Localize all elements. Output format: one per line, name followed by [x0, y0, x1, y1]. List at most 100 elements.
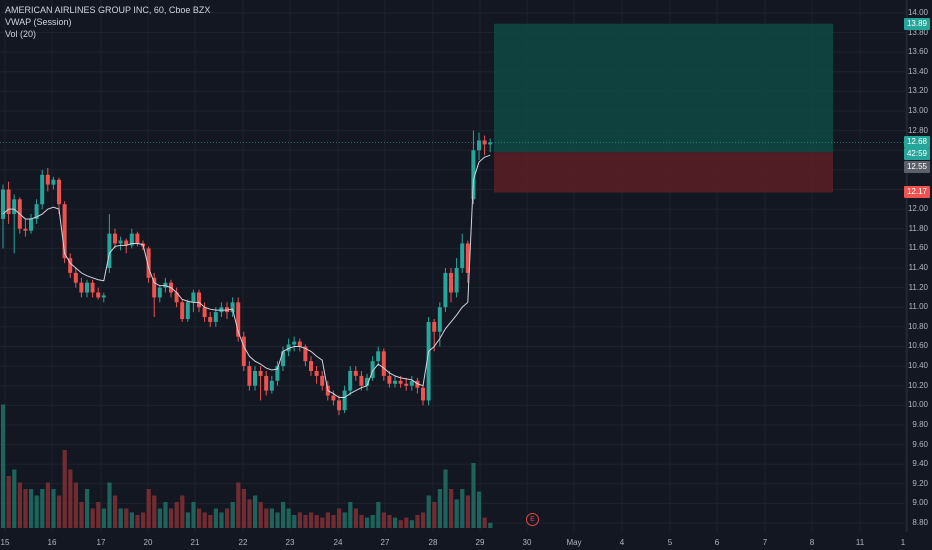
time-tick-label: 27	[380, 538, 390, 547]
candle-body	[57, 179, 61, 205]
candle-body	[185, 302, 190, 319]
target-price-label: 13.89	[904, 17, 930, 30]
volume-bar	[225, 508, 230, 528]
earnings-marker[interactable]: E	[526, 513, 539, 526]
candle-body	[23, 228, 28, 231]
volume-bar	[152, 495, 157, 528]
candle-body	[342, 390, 347, 411]
volume-indicator-label[interactable]: Vol (20)	[5, 29, 37, 39]
volume-bar	[365, 517, 370, 528]
candle-body	[365, 377, 369, 386]
chart-legend: AMERICAN AIRLINES GROUP INC, 60, Cboe BZ…	[5, 4, 210, 40]
volume-bar	[230, 502, 235, 528]
volume-bar	[264, 508, 269, 528]
candle-body	[269, 380, 274, 391]
candle-body	[437, 307, 442, 332]
volume-bar	[309, 512, 314, 528]
candle-body	[73, 272, 78, 283]
candle-body	[393, 380, 397, 384]
price-tick-label: 9.20	[912, 478, 928, 488]
volume-bar	[376, 502, 381, 528]
volume-bar	[477, 491, 482, 528]
price-tick-label: 9.60	[912, 439, 928, 449]
volume-bar	[57, 495, 62, 528]
candle-body	[292, 341, 297, 345]
volume-bar	[286, 508, 291, 528]
candle-body	[90, 282, 95, 293]
volume-bar	[113, 495, 118, 528]
volume-bar	[85, 489, 90, 528]
vwap-line	[2, 154, 491, 398]
candle-body	[303, 346, 308, 362]
time-tick-label: 7	[762, 538, 768, 547]
candle-body	[258, 370, 263, 376]
candle-body	[129, 233, 134, 246]
candle-body	[202, 307, 207, 318]
volume-bar	[208, 515, 213, 528]
volume-bar	[101, 508, 106, 528]
volume-bar	[1, 404, 6, 528]
price-tick-label: 13.40	[907, 66, 928, 76]
candle-body	[236, 302, 241, 337]
candle-body	[443, 272, 448, 308]
volume-bar	[297, 512, 302, 528]
volume-bar	[292, 515, 297, 528]
time-tick-label: 28	[428, 538, 438, 547]
symbol-title[interactable]: AMERICAN AIRLINES GROUP INC, 60, Cboe BZ…	[5, 5, 211, 15]
price-tick-label: 11.00	[908, 302, 928, 312]
volume-bar	[415, 515, 420, 528]
volume-bar	[135, 515, 140, 528]
candle-body	[477, 140, 481, 151]
volume-bar	[320, 517, 325, 528]
time-tick-label: 15	[0, 538, 10, 547]
vwap-value-label: 12.55	[904, 160, 930, 173]
price-tick-label: 10.00	[907, 400, 928, 410]
volume-bar	[45, 482, 50, 528]
candle-body	[45, 174, 50, 185]
volume-bar	[236, 482, 241, 528]
time-tick-label: 16	[47, 538, 57, 547]
volume-bar	[141, 512, 146, 528]
candle-body	[34, 204, 39, 219]
candle-body	[409, 380, 414, 386]
volume-bar	[107, 482, 112, 528]
volume-bar	[404, 517, 409, 528]
candle-body	[337, 400, 341, 411]
candle-body	[230, 302, 235, 313]
volume-bar	[393, 517, 398, 528]
volume-bar	[253, 495, 258, 528]
volume-bar	[96, 502, 101, 528]
price-tick-label: 11.80	[908, 223, 928, 233]
volume-bar	[213, 508, 218, 528]
price-tick-label: 8.80	[912, 518, 928, 528]
target-zone	[494, 23, 833, 153]
time-tick-label: 5	[667, 538, 673, 547]
candle-body	[348, 370, 353, 391]
candle-body	[253, 370, 257, 386]
volume-bar	[432, 502, 437, 528]
candle-body	[118, 240, 123, 244]
volume-bar	[118, 508, 123, 528]
time-tick-label: 30	[522, 538, 532, 547]
candle-body	[29, 218, 33, 231]
volume-bar	[269, 508, 274, 528]
candle-body	[449, 272, 453, 293]
candle-body	[465, 243, 470, 273]
candle-body	[471, 150, 476, 200]
candle-body	[264, 375, 269, 391]
time-tick-label: 24	[333, 538, 343, 547]
volume-bar	[40, 489, 45, 528]
candle-body	[85, 282, 89, 293]
price-tick-label: 13.80	[907, 27, 928, 37]
volume-bar	[73, 482, 78, 528]
candle-body	[460, 243, 465, 268]
time-tick-label: 21	[190, 538, 200, 547]
candle-body	[152, 277, 157, 298]
volume-bar	[79, 502, 84, 528]
price-tick-label: 12.00	[907, 204, 928, 214]
vwap-indicator-label[interactable]: VWAP (Session)	[5, 17, 72, 27]
volume-bar	[471, 463, 476, 528]
volume-bar	[51, 489, 56, 528]
volume-bar	[163, 502, 168, 528]
